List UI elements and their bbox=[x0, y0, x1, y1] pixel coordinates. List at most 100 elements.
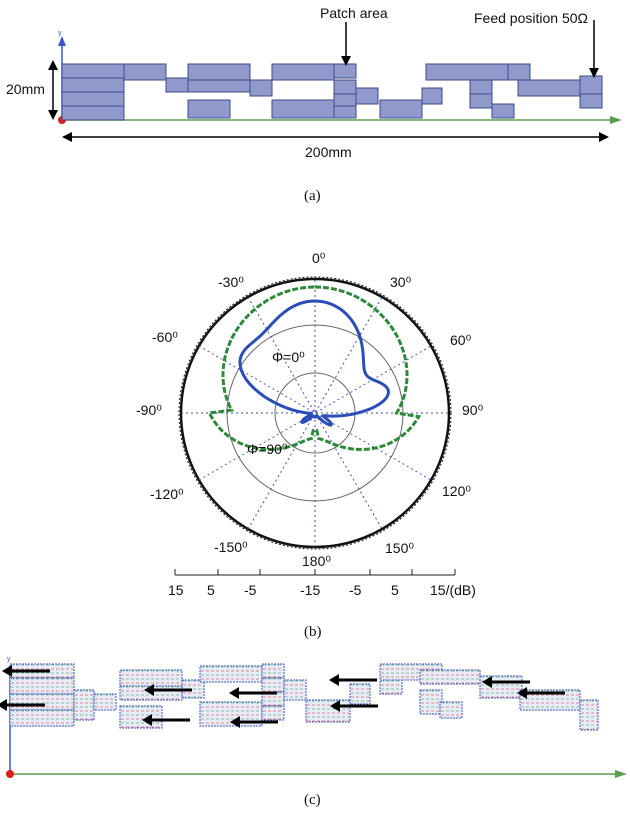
caption-b: (b) bbox=[304, 624, 322, 640]
arrow-head-icon bbox=[0, 699, 7, 711]
patch-area-label: Patch area bbox=[320, 5, 388, 21]
arrow-head-icon bbox=[517, 687, 527, 699]
arrow-head-icon bbox=[144, 684, 154, 696]
angle-label-30: 30⁰ bbox=[390, 274, 412, 290]
current-arrows bbox=[0, 665, 565, 728]
angle-label-120: 120⁰ bbox=[442, 483, 471, 499]
caption-c: (c) bbox=[304, 792, 321, 808]
db-scale-bar bbox=[174, 569, 456, 576]
phi90-label: Φ=90⁰ bbox=[247, 441, 288, 457]
patch-cell bbox=[61, 77, 125, 93]
angle-label-180: 180⁰ bbox=[302, 553, 331, 569]
current-cell bbox=[261, 705, 285, 721]
current-cell bbox=[305, 699, 351, 723]
patch-cell bbox=[333, 63, 357, 79]
ground-arrow-icon bbox=[615, 770, 627, 778]
antenna-layout-svg bbox=[48, 20, 622, 142]
arrow-head-icon bbox=[330, 700, 340, 712]
patch-cell bbox=[333, 105, 357, 119]
arrow-head-icon bbox=[142, 714, 152, 726]
ground-arrow-icon bbox=[610, 116, 622, 124]
current-distribution-svg bbox=[0, 663, 627, 778]
feed-position-label: Feed position 50Ω bbox=[474, 10, 588, 26]
patch-cell bbox=[271, 99, 335, 119]
angle-label-0: 0⁰ bbox=[312, 250, 326, 266]
patch-cell bbox=[579, 93, 603, 109]
scale-tick-label: 5 bbox=[391, 582, 399, 598]
angle-label-neg30: -30⁰ bbox=[218, 274, 244, 290]
patch-cell bbox=[271, 63, 335, 81]
arrow-head-icon bbox=[2, 665, 12, 677]
caption-a: (a) bbox=[304, 188, 321, 204]
patch-cell bbox=[187, 79, 251, 93]
current-cell bbox=[579, 699, 599, 731]
patch-cell bbox=[187, 99, 231, 119]
current-cell bbox=[479, 675, 523, 699]
angle-label-neg60: -60⁰ bbox=[152, 329, 178, 345]
current-cells bbox=[9, 663, 599, 731]
length-label: 200mm bbox=[305, 144, 352, 160]
angle-label-150: 150⁰ bbox=[385, 540, 414, 556]
patch-cell bbox=[333, 93, 357, 107]
height-label: 20mm bbox=[6, 81, 45, 97]
current-cell bbox=[9, 693, 75, 711]
patch-cell bbox=[425, 63, 509, 81]
patch-cell bbox=[61, 63, 125, 79]
scale-tick-label: 15 bbox=[168, 582, 184, 598]
scale-tick-label: -15 bbox=[300, 582, 321, 598]
origin-dot-icon bbox=[6, 770, 14, 778]
patch-cell bbox=[333, 79, 357, 95]
current-cell bbox=[119, 669, 183, 687]
patch-cell bbox=[165, 77, 189, 93]
scale-tick-label: 5 bbox=[207, 582, 215, 598]
current-cell bbox=[419, 669, 481, 685]
scale-tick-label: 15/(dB) bbox=[430, 582, 476, 598]
patch-cells bbox=[61, 63, 603, 121]
phi0-pattern-curve bbox=[238, 299, 391, 427]
patch-cell bbox=[379, 99, 423, 119]
current-cell bbox=[93, 693, 117, 711]
y-axis-label: y bbox=[58, 30, 62, 37]
angle-label-neg90: -90⁰ bbox=[136, 402, 162, 418]
patch-cell bbox=[187, 63, 251, 81]
current-cell bbox=[9, 709, 75, 727]
patch-cell bbox=[579, 75, 603, 95]
outer-tick-ring bbox=[178, 276, 452, 550]
current-cell bbox=[419, 689, 443, 715]
arrow-head-icon bbox=[230, 716, 240, 728]
patch-cell bbox=[517, 79, 581, 97]
arrow-head-icon bbox=[482, 676, 492, 688]
angle-label-90: 90⁰ bbox=[462, 402, 484, 418]
current-cell bbox=[349, 683, 371, 705]
current-cell bbox=[199, 665, 263, 683]
polar-grid bbox=[178, 276, 452, 550]
angle-label-60: 60⁰ bbox=[450, 332, 472, 348]
patch-cell bbox=[355, 87, 379, 105]
y-axis-arrow-icon bbox=[58, 36, 66, 46]
angle-label-neg120: -120⁰ bbox=[150, 486, 184, 502]
angle-label-neg150: -150⁰ bbox=[214, 539, 248, 555]
current-cell bbox=[379, 679, 403, 695]
patch-cell bbox=[123, 63, 167, 81]
current-cell bbox=[439, 701, 463, 719]
arrow-head-icon bbox=[229, 687, 239, 699]
patch-cell bbox=[249, 79, 273, 97]
y-axis-label: y bbox=[7, 656, 11, 663]
scale-tick-label: -5 bbox=[244, 582, 257, 598]
arrow-head-icon bbox=[329, 674, 339, 686]
patch-cell bbox=[491, 103, 515, 119]
current-cell bbox=[261, 663, 285, 679]
patch-cell bbox=[469, 79, 493, 95]
patch-cell bbox=[469, 93, 493, 109]
patch-cell bbox=[507, 63, 531, 81]
phi0-label: Φ=0⁰ bbox=[272, 349, 305, 365]
patch-cell bbox=[61, 105, 125, 121]
patch-cell bbox=[61, 91, 125, 107]
current-cell bbox=[9, 677, 75, 695]
patch-cell bbox=[421, 87, 443, 105]
current-cell bbox=[73, 689, 95, 721]
current-cell bbox=[261, 677, 285, 693]
polar-plot-svg bbox=[174, 276, 456, 576]
current-cell bbox=[119, 705, 163, 729]
scale-tick-label: -5 bbox=[349, 582, 362, 598]
